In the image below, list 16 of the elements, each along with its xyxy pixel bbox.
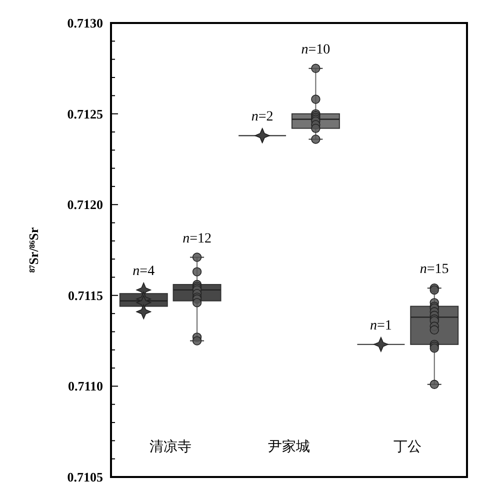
x-tick-label: 清凉寺 — [149, 439, 192, 455]
text: n=15 — [420, 262, 449, 278]
text: n=10 — [301, 42, 330, 58]
y-tick-label: 0.7120 — [67, 197, 103, 212]
y-tick-label: 0.7105 — [67, 470, 104, 484]
x-tick-label: 丁公 — [394, 439, 422, 455]
text: n=12 — [182, 231, 212, 246]
y-axis-title: ⁸⁷Sr/⁸⁶Sr — [26, 227, 41, 273]
text: n=2 — [251, 110, 274, 125]
text: n=4 — [132, 264, 155, 279]
y-tick-label: 0.7130 — [67, 16, 103, 30]
x-tick-label: 尹家城 — [268, 439, 310, 455]
y-tick-label: 0.7110 — [68, 378, 103, 394]
y-tick-label: 0.7125 — [67, 106, 104, 122]
text: n=1 — [370, 318, 392, 334]
y-tick-label: 0.7115 — [68, 288, 104, 303]
